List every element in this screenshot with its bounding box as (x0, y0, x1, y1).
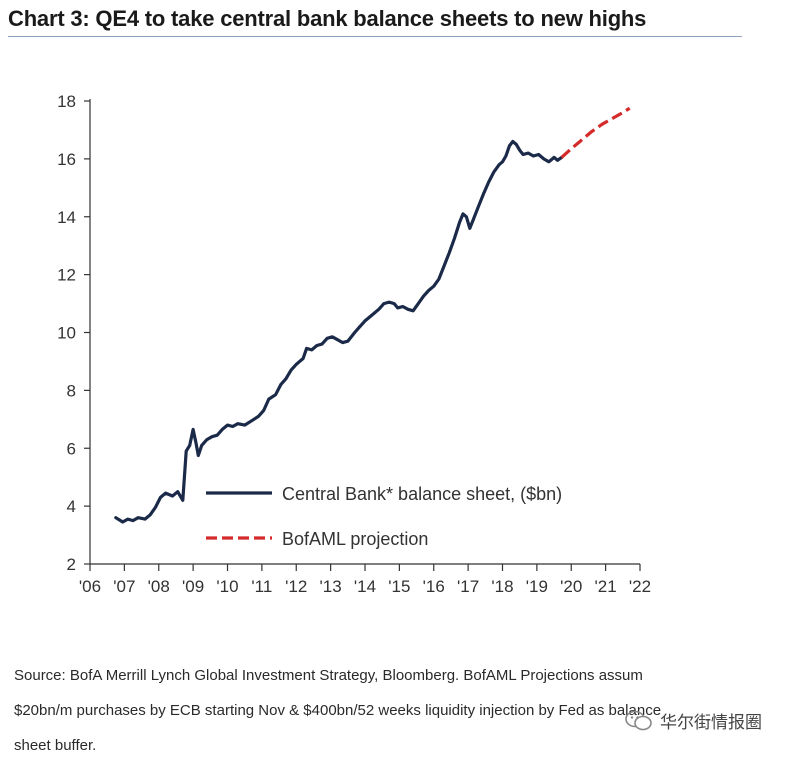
x-tick-label: '21 (595, 577, 617, 596)
y-tick-label: 10 (57, 324, 76, 343)
x-tick-label: '22 (629, 577, 651, 596)
y-tick-label: 16 (57, 150, 76, 169)
x-tick-label: '10 (216, 577, 238, 596)
chart-title: Chart 3: QE4 to take central bank balanc… (8, 6, 647, 31)
x-tick-label: '20 (560, 577, 582, 596)
x-tick-label: '16 (423, 577, 445, 596)
y-tick-label: 6 (67, 439, 76, 458)
x-tick-label: '13 (320, 577, 342, 596)
y-tick-label: 18 (57, 92, 76, 111)
x-tick-label: '14 (354, 577, 376, 596)
x-tick-label: '09 (182, 577, 204, 596)
series-line-1 (114, 139, 564, 524)
source-line-1: Source: BofA Merrill Lynch Global Invest… (14, 667, 643, 684)
title-underline (8, 36, 742, 37)
x-tick-label: '18 (491, 577, 513, 596)
x-tick-label: '06 (79, 577, 101, 596)
y-tick-label: 8 (67, 381, 76, 400)
line-chart: 2 4 6 8 10 12 14 16 18 '06 '07 '08 '09 '10 '11 '12 '13 '1… (57, 92, 651, 596)
source-note: Source: BofA Merrill Lynch Global Invest… (14, 658, 744, 763)
x-tick-label: '11 (251, 577, 272, 596)
watermark: 华尔街情报圈 (624, 708, 762, 733)
y-tick-label: 4 (67, 497, 76, 516)
x-tick-label: '08 (148, 577, 170, 596)
legend-label-1: Central Bank* balance sheet, ($bn) (282, 484, 562, 504)
y-tick-label: 14 (57, 208, 76, 227)
source-line-3: sheet buffer. (14, 737, 97, 754)
legend-label-2: BofAML projection (282, 529, 428, 549)
chart-axes: 2 4 6 8 10 12 14 16 18 '06 '07 '08 '09 '10 '11 '12 '13 '1… (57, 92, 651, 596)
y-tick-label: 12 (57, 266, 76, 285)
x-tick-label: '07 (113, 577, 135, 596)
legend: Central Bank* balance sheet, ($bn) BofAML… (206, 484, 562, 549)
series-line-2 (560, 106, 631, 159)
x-tick-label: '19 (526, 577, 548, 596)
plot-area (114, 106, 631, 524)
watermark-text: 华尔街情报圈 (660, 713, 762, 732)
y-tick-label: 2 (67, 555, 76, 574)
x-tick-label: '17 (457, 577, 479, 596)
source-line-2: $20bn/m purchases by ECB starting Nov & … (14, 702, 662, 719)
x-tick-label: '12 (285, 577, 307, 596)
x-tick-label: '15 (388, 577, 410, 596)
wechat-logo-icon (625, 710, 652, 730)
